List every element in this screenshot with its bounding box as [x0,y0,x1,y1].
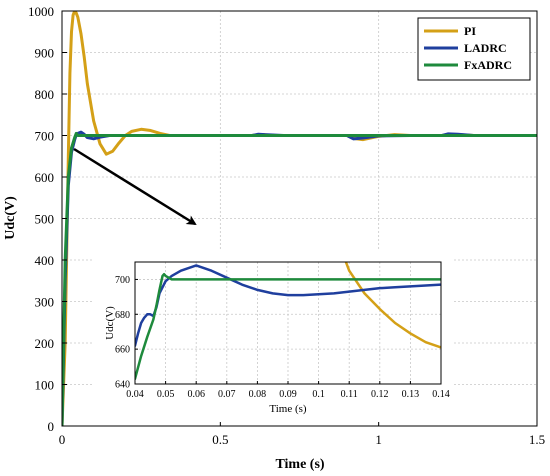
inset-series-pi [344,262,441,349]
legend-label-ladrc: LADRC [464,41,507,55]
inset-x-tick-label-0-11: 0.11 [341,389,358,400]
inset-y-tick-label-680: 680 [115,310,130,321]
inset-x-tick-label-0-14: 0.14 [432,389,450,400]
inset-series-fxadrc [135,272,441,381]
main-y-tick-label-800: 800 [35,87,55,102]
inset-x-tick-label-0-07: 0.07 [218,389,236,400]
legend-label-pi: PI [464,24,476,38]
inset-x-tick-label-0-12: 0.12 [371,389,389,400]
main-y-axis-title: Udc(V) [3,196,18,240]
main-series-fxadrc [62,131,537,426]
inset-x-tick-label-0-06: 0.06 [187,389,205,400]
inset-series-ladrc [135,264,441,347]
main-x-axis-title: Time (s) [275,457,324,472]
main-lines [62,11,537,426]
inset-ticks: 0.04 0.05 0.06 0.07 0.08 0.09 0.1 0.11 0.12 0.13 0… [115,275,450,400]
main-x-tick-label-0-5: 0.5 [212,432,228,447]
inset-x-tick-label-0-09: 0.09 [279,389,297,400]
inset-y-tick-label-700: 700 [115,275,130,286]
main-y-tick-label-700: 700 [35,129,55,144]
inset-x-axis-title: Time (s) [269,403,307,415]
inset-lines [135,262,441,381]
inset-y-tick-label-660: 660 [115,345,130,356]
main-y-tick-label-200: 200 [35,336,55,351]
inset-x-tick-label-0-1: 0.1 [312,389,325,400]
main-y-tick-label-100: 100 [35,378,55,393]
legend-label-fxadrc: FxADRC [464,58,512,72]
main-x-tick-label-1-5: 1.5 [529,432,545,447]
main-y-tick-label-500: 500 [35,212,55,227]
inset-x-tick-label-0-13: 0.13 [402,389,420,400]
main-ticks: 0 0.5 1 1.5 0 100 200 300 400 500 600 700 800 900 1000 [28,4,545,447]
inset-x-tick-label-0-04: 0.04 [126,389,144,400]
inset-y-axis-title: Udc(V) [104,306,116,340]
main-y-tick-label-1000: 1000 [28,4,54,19]
main-y-tick-label-900: 900 [35,46,55,61]
zoom-arrow [73,147,197,226]
inset-x-tick-label-0-05: 0.05 [157,389,175,400]
inset-x-tick-label-0-08: 0.08 [249,389,267,400]
inset-y-tick-label-640: 640 [115,380,130,391]
main-y-tick-label-400: 400 [35,253,55,268]
main-y-tick-label-600: 600 [35,170,55,185]
main-x-tick-label-1: 1 [375,432,382,447]
main-y-tick-label-300: 300 [35,295,55,310]
main-y-tick-label-0: 0 [48,419,55,434]
main-x-tick-label-0: 0 [59,432,66,447]
legend: PI LADRC FxADRC [417,17,531,81]
